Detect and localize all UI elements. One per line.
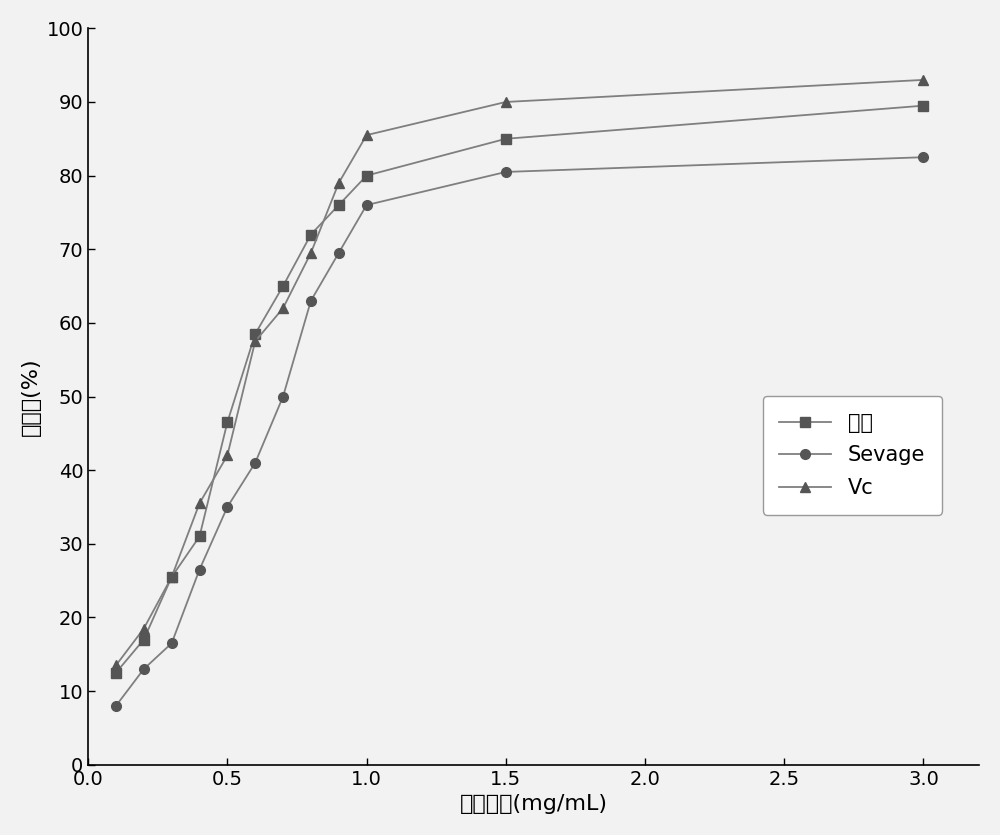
本法 — [221, 418, 233, 428]
Vc — [221, 450, 233, 460]
Sevage — [166, 638, 178, 648]
本法 — [249, 329, 261, 339]
本法 — [917, 101, 929, 111]
Vc — [249, 337, 261, 347]
本法 — [305, 230, 317, 240]
Line: Vc: Vc — [111, 75, 928, 671]
Sevage — [194, 564, 206, 574]
Sevage — [277, 392, 289, 402]
Line: Sevage: Sevage — [111, 152, 928, 711]
Vc — [277, 303, 289, 313]
本法 — [361, 170, 373, 180]
Vc — [138, 624, 150, 634]
Line: 本法: 本法 — [111, 101, 928, 677]
Sevage — [361, 200, 373, 210]
Sevage — [333, 248, 345, 258]
Sevage — [221, 502, 233, 512]
本法 — [138, 635, 150, 645]
Y-axis label: 抑制率(%): 抑制率(%) — [21, 357, 41, 436]
本法 — [110, 668, 122, 678]
Sevage — [249, 458, 261, 468]
本法 — [277, 281, 289, 291]
本法 — [500, 134, 512, 144]
Vc — [500, 97, 512, 107]
本法 — [194, 531, 206, 541]
X-axis label: 样品浓度(mg/mL): 样品浓度(mg/mL) — [460, 794, 608, 814]
Vc — [361, 130, 373, 140]
本法 — [333, 200, 345, 210]
Sevage — [500, 167, 512, 177]
Legend: 本法, Sevage, Vc: 本法, Sevage, Vc — [763, 397, 942, 514]
Vc — [333, 178, 345, 188]
本法 — [166, 572, 178, 582]
Sevage — [917, 152, 929, 162]
Sevage — [110, 701, 122, 711]
Vc — [166, 572, 178, 582]
Vc — [194, 498, 206, 509]
Vc — [110, 660, 122, 671]
Vc — [305, 248, 317, 258]
Sevage — [138, 664, 150, 674]
Sevage — [305, 296, 317, 306]
Vc — [917, 75, 929, 85]
